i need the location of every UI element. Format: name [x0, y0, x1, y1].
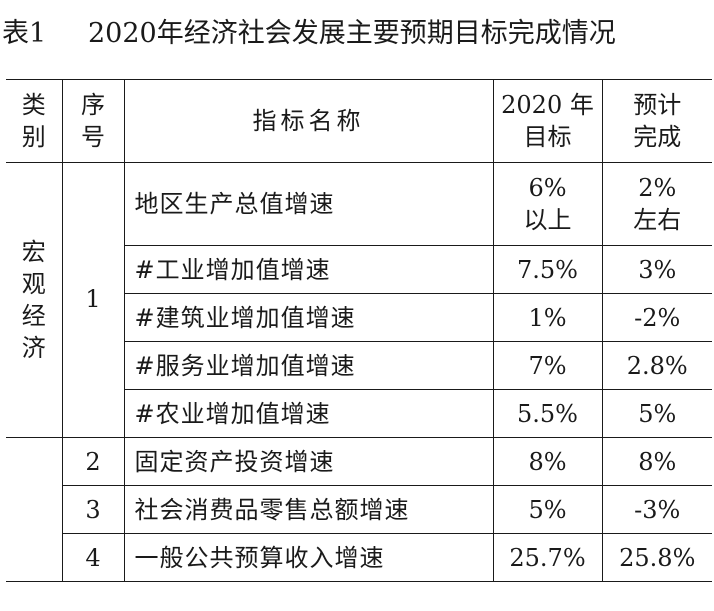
target-value: 5.5% — [492, 389, 603, 438]
table-row: 宏观经济 1 地区生产总值增速 6% 以上 2% 左右 — [6, 162, 712, 438]
seq-cell: 2 — [61, 437, 125, 486]
seq-cell: 3 — [62, 485, 125, 534]
indicator-name: #服务业增加值增速 — [124, 341, 494, 390]
table-row: 4 一般公共预算收入增速 25.7% 25.8% — [6, 533, 712, 582]
indicator-name: 地区生产总值增速 — [123, 162, 494, 246]
header-indicator-name: 指标名称 — [123, 79, 494, 163]
header-row: 类别 序号 指标名称 2020 年目标 预计 完成 — [6, 79, 712, 163]
indicator-name: 一般公共预算收入增速 — [123, 533, 494, 582]
target-value: 25.7% — [492, 533, 603, 582]
table-title: 表1 2020年经济社会发展主要预期目标完成情况 — [0, 14, 714, 54]
indicator-name: 固定资产投资增速 — [123, 437, 494, 486]
table-row: 2 固定资产投资增速 8% 8% — [6, 437, 712, 582]
category-cell: 宏观经济 — [6, 162, 63, 438]
target-value: 8% — [492, 437, 603, 486]
expected-value: 2% 左右 — [601, 162, 712, 246]
header-target: 2020 年目标 — [492, 79, 603, 163]
indicator-name: 社会消费品零售总额增速 — [123, 485, 494, 534]
indicator-name: #农业增加值增速 — [124, 389, 494, 438]
economic-targets-table: 类别 序号 指标名称 2020 年目标 预计 完成 宏观经济 1 地区生产总值增速… — [6, 79, 712, 582]
expected-value: 25.8% — [601, 533, 712, 582]
table-number: 表1 — [2, 18, 47, 49]
indicator-name: #建筑业增加值增速 — [124, 293, 494, 342]
target-value: 6% 以上 — [492, 162, 603, 246]
target-value: 1% — [492, 293, 603, 342]
header-expected: 预计 完成 — [601, 79, 712, 163]
expected-value: -2% — [601, 293, 712, 342]
target-value: 5% — [492, 485, 603, 534]
seq-cell: 1 — [61, 162, 125, 438]
expected-value: 3% — [601, 245, 712, 294]
expected-value: 2.8% — [601, 341, 712, 390]
expected-value: 5% — [601, 389, 712, 438]
table-caption: 2020年经济社会发展主要预期目标完成情况 — [88, 18, 616, 49]
table-row: #农业增加值增速 5.5% 5% — [6, 389, 712, 438]
table-row: #工业增加值增速 7.5% 3% — [6, 245, 712, 294]
target-value: 7.5% — [492, 245, 603, 294]
expected-value: 8% — [601, 437, 712, 486]
expected-value: -3% — [601, 485, 712, 534]
indicator-name: #工业增加值增速 — [124, 245, 494, 294]
table-row: 3 社会消费品零售总额增速 5% -3% — [6, 485, 712, 534]
seq-cell: 4 — [62, 533, 125, 582]
header-seq: 序号 — [61, 79, 125, 163]
table-row: #服务业增加值增速 7% 2.8% — [6, 341, 712, 390]
table-row: #建筑业增加值增速 1% -2% — [6, 293, 712, 342]
category-cell-empty — [6, 437, 63, 582]
header-category: 类别 — [6, 79, 63, 163]
target-value: 7% — [492, 341, 603, 390]
